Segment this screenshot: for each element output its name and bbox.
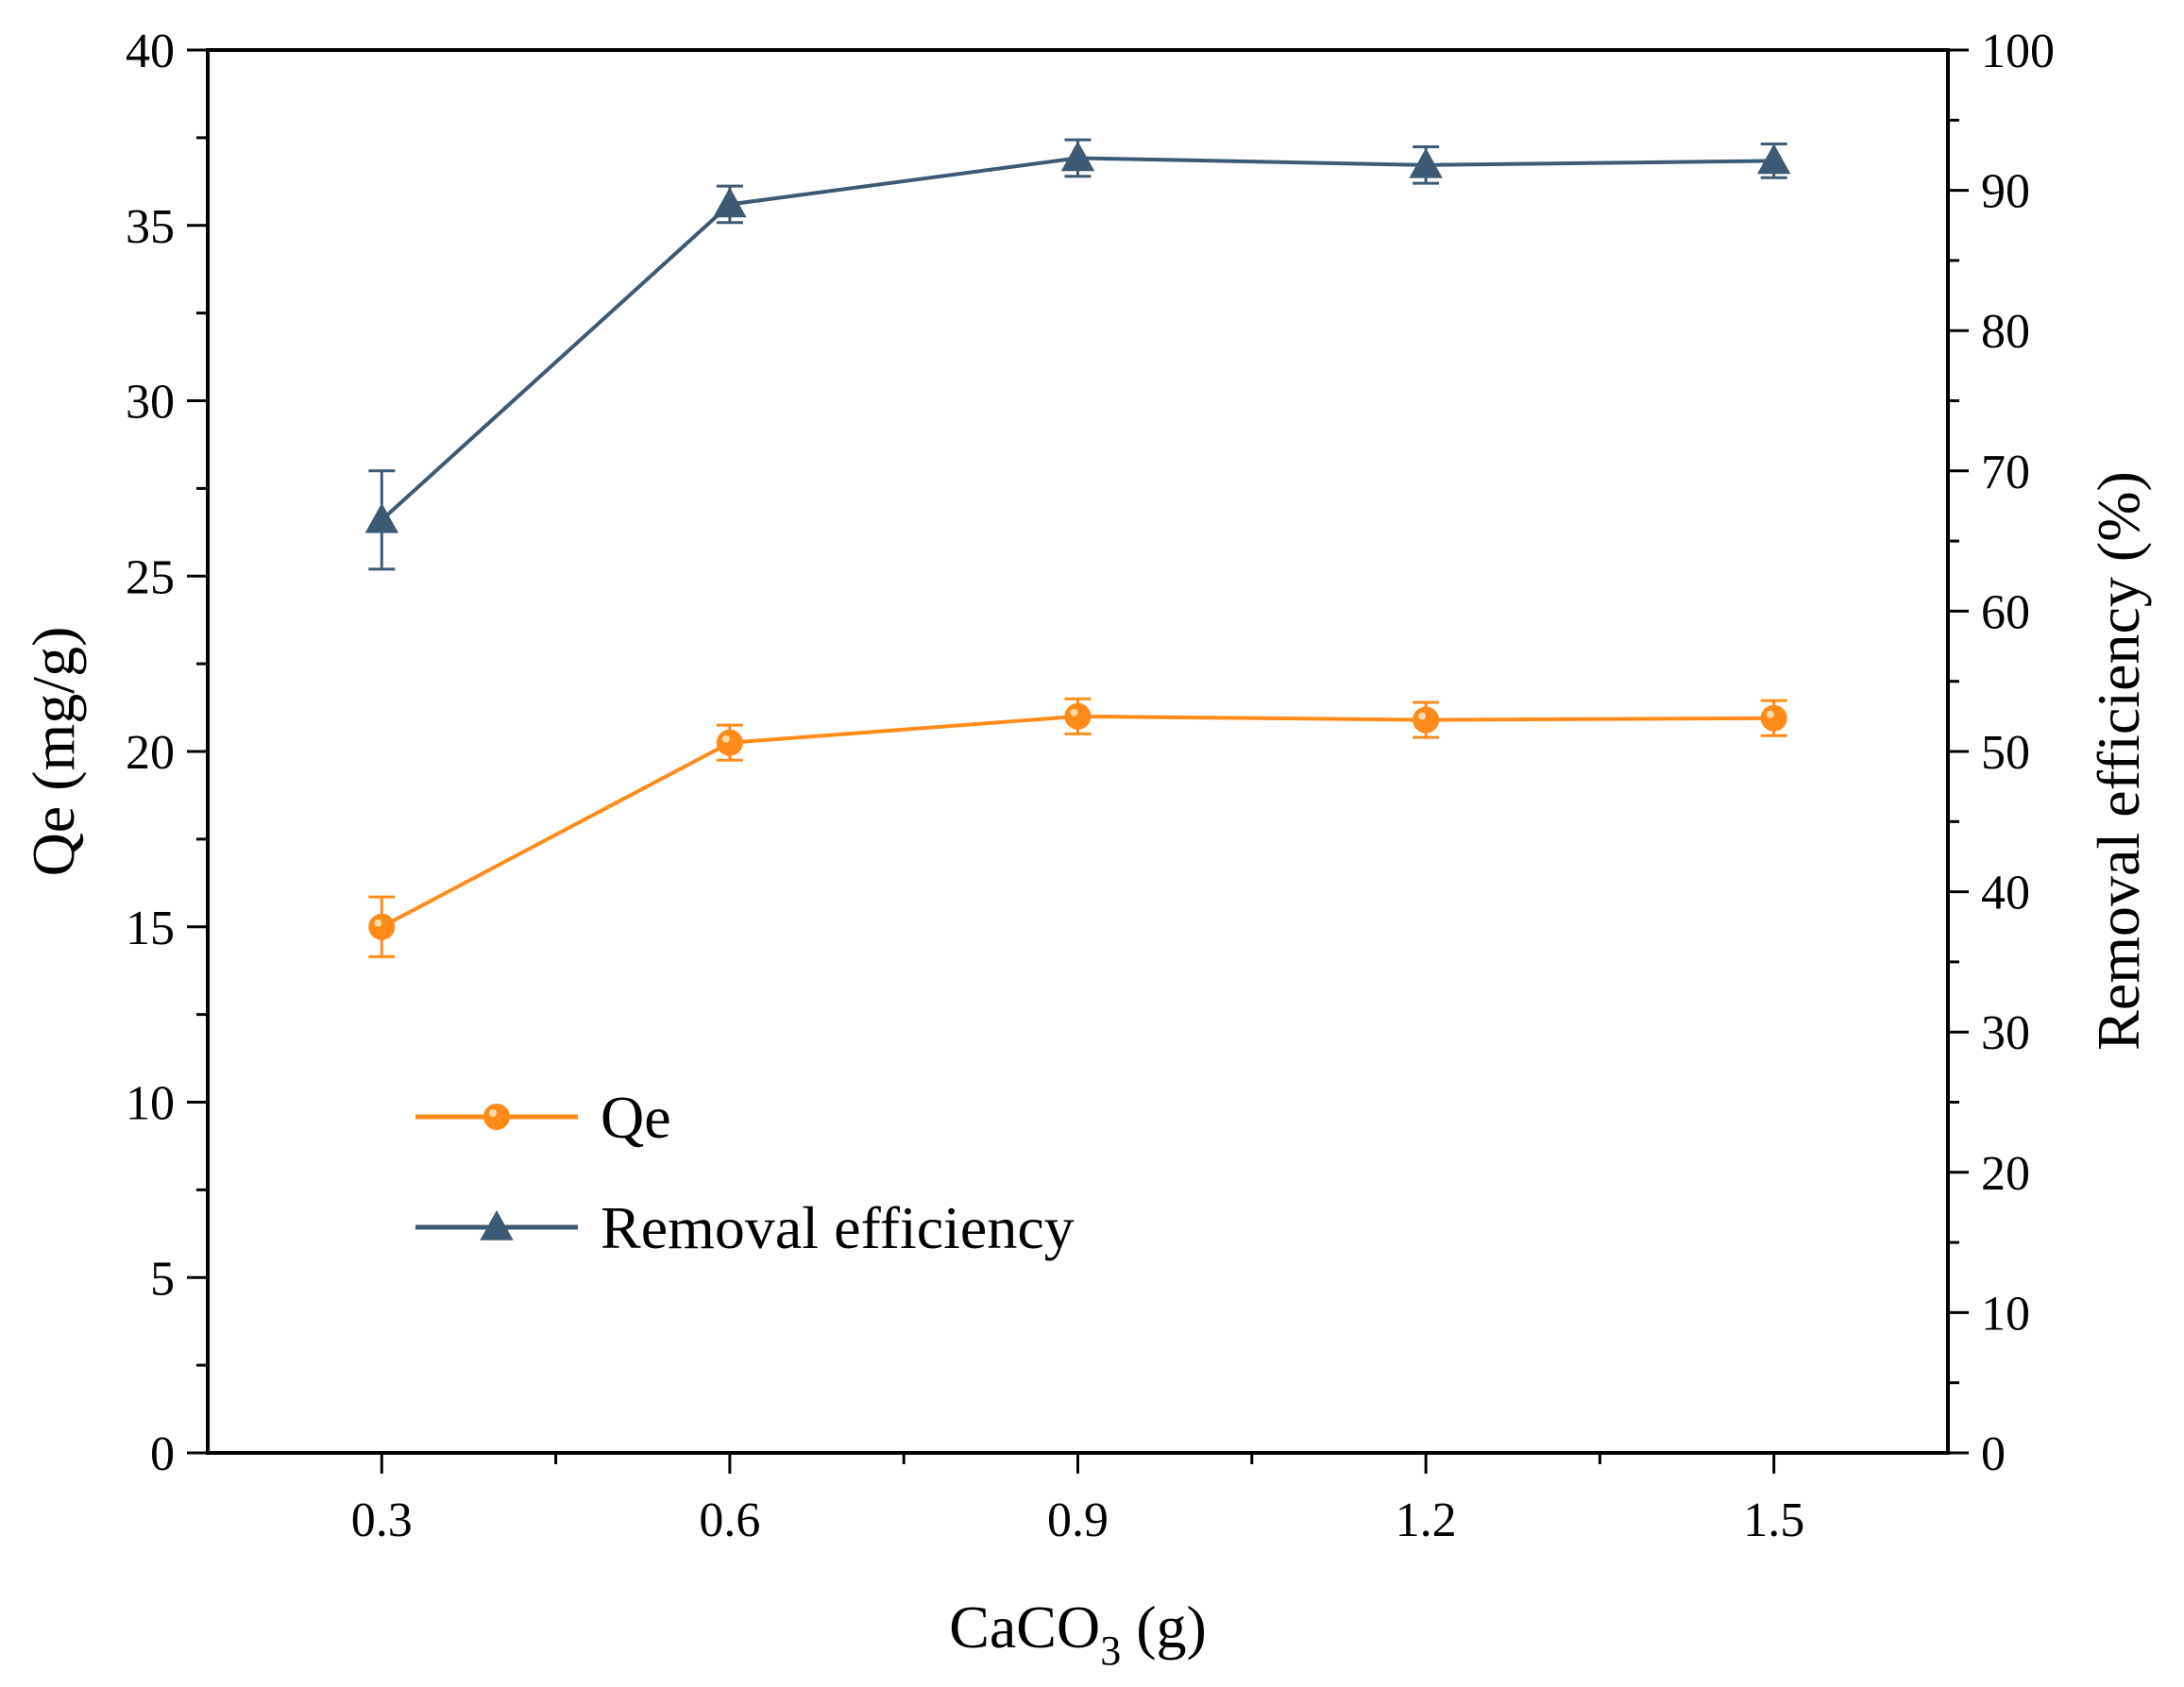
- qe-point: [368, 913, 396, 940]
- y-left-tick-label: 30: [126, 376, 175, 430]
- qe-point-highlight: [1418, 712, 1427, 720]
- axes-layer: 0.3 0.6 0.9 1.2 1.5 0 5 10 15 20 25 30 35 40 0 10 20 30 40…: [126, 25, 2055, 1547]
- qe-point: [1760, 704, 1787, 732]
- y-left-tick-label: 0: [150, 1427, 175, 1481]
- x-tick-label: 0.9: [1047, 1493, 1109, 1547]
- legend-qe-marker-highlight: [489, 1109, 497, 1117]
- removal-efficiency-point: [713, 187, 747, 218]
- legend: Qe Removal efficiency: [415, 1084, 1075, 1261]
- removal-efficiency-series-line: [380, 156, 1774, 522]
- y-left-tick-label: 40: [126, 25, 175, 78]
- qe-point-shape: [368, 913, 396, 940]
- x-tick-label: 0.3: [351, 1493, 413, 1547]
- legend-qe-marker-shape: [483, 1104, 510, 1130]
- y-left-tick-label: 25: [126, 550, 175, 604]
- qe-point-highlight: [1070, 708, 1078, 717]
- x-tick-label: 1.5: [1743, 1493, 1804, 1547]
- y-left-tick-label: 35: [126, 200, 175, 254]
- qe-series-line: [381, 714, 1774, 929]
- y-right-tick-label: 100: [1981, 25, 2055, 78]
- qe-point-shape: [716, 729, 743, 756]
- y-right-tick-label: 90: [1981, 165, 2030, 219]
- qe-point-shape: [1064, 702, 1092, 730]
- legend-qe-marker: [483, 1104, 510, 1130]
- qe-point: [1064, 702, 1092, 730]
- axis-labels: CaCO3 (g) Qe (mg/g) Removal efficiency (%): [20, 471, 2152, 1674]
- qe-point-highlight: [1766, 710, 1774, 718]
- qe-point-shape: [1760, 704, 1787, 732]
- y-left-axis-label: Qe (mg/g): [20, 627, 87, 877]
- y-right-tick-label: 0: [1981, 1427, 2006, 1481]
- y-left-tick-label: 15: [126, 902, 175, 955]
- x-axis-label-unit: (g): [1121, 1594, 1207, 1661]
- y-right-tick-label: 40: [1981, 867, 2030, 920]
- removal-efficiency-point: [1060, 141, 1095, 172]
- y-right-tick-label: 30: [1981, 1006, 2030, 1060]
- removal-efficiency-point: [1757, 143, 1791, 175]
- y-left-tick-label: 20: [126, 726, 175, 780]
- plot-frame: [206, 48, 1950, 1455]
- y-right-tick-label: 20: [1981, 1147, 2030, 1201]
- y-left-tick-label: 5: [150, 1252, 175, 1306]
- qe-point: [716, 729, 743, 756]
- y-right-tick-label: 60: [1981, 585, 2030, 639]
- legend-qe-label: Qe: [601, 1084, 671, 1151]
- y-right-tick-label: 80: [1981, 305, 2030, 359]
- removal-efficiency-point: [364, 502, 398, 533]
- legend-removal-efficiency-label: Removal efficiency: [601, 1194, 1075, 1261]
- y-right-axis-label: Removal efficiency (%): [2085, 471, 2152, 1051]
- legend-removal-efficiency-marker: [480, 1209, 514, 1240]
- x-axis-label: CaCO3 (g): [949, 1594, 1207, 1674]
- x-tick-label: 1.2: [1396, 1493, 1457, 1547]
- y-left-tick-label: 10: [126, 1077, 175, 1131]
- x-axis-label-subscript: 3: [1100, 1628, 1121, 1674]
- series-layer: [364, 138, 1791, 958]
- y-right-tick-label: 50: [1981, 726, 2030, 780]
- qe-point: [1413, 706, 1440, 734]
- qe-point-highlight: [374, 919, 382, 927]
- y-right-tick-label: 10: [1981, 1287, 2030, 1341]
- x-axis-label-main: CaCO: [949, 1594, 1100, 1661]
- y-right-tick-label: 70: [1981, 446, 2030, 499]
- removal-efficiency-point: [1409, 147, 1443, 178]
- qe-point-shape: [1413, 706, 1440, 734]
- qe-point-highlight: [721, 734, 730, 743]
- x-tick-label: 0.6: [699, 1493, 760, 1547]
